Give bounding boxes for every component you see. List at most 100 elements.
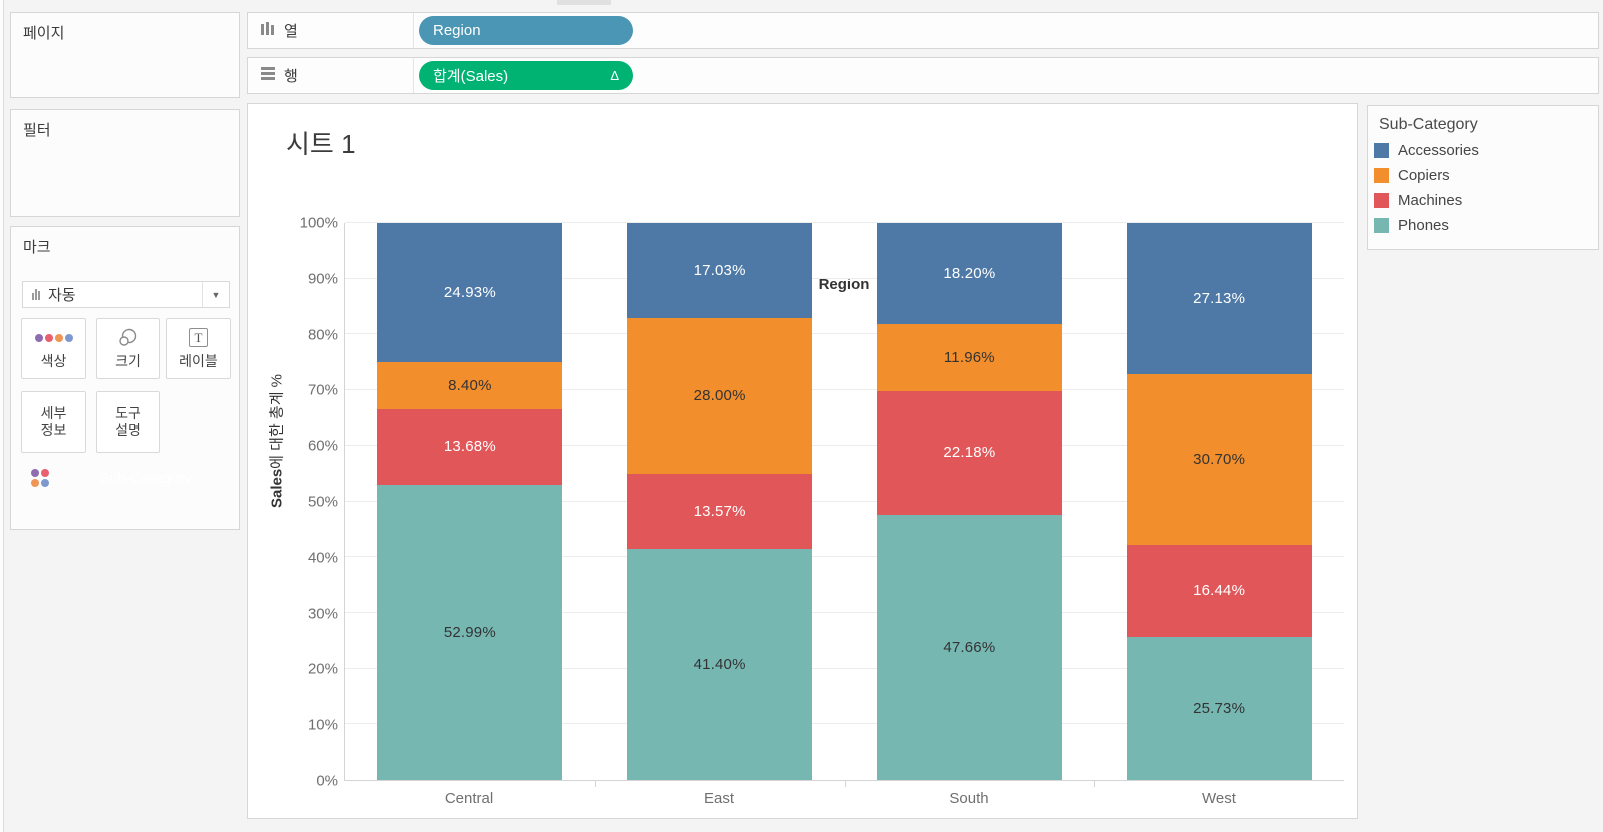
bar-segment-label: 41.40% bbox=[693, 656, 746, 674]
bar-segment-machines-central[interactable]: 13.68% bbox=[377, 408, 563, 485]
bar-segment-label: 24.93% bbox=[443, 283, 496, 301]
bar-segment-label: 16.44% bbox=[1193, 582, 1246, 600]
bar-segment-label: 52.99% bbox=[443, 623, 496, 641]
size-circles-icon bbox=[117, 328, 139, 348]
legend-swatch bbox=[1374, 168, 1389, 183]
collapsed-panel-edge bbox=[0, 0, 4, 832]
gridline bbox=[345, 723, 1344, 725]
column-field-header[interactable]: Region bbox=[818, 276, 870, 293]
color-button[interactable]: 색상 bbox=[21, 318, 86, 379]
plot-area: 52.99% 13.68% 8.40% 24.93% 41.40% 13.57% 28.00… bbox=[344, 222, 1344, 787]
tooltip-button-label: 도구 설명 bbox=[115, 405, 141, 438]
bar-segment-label: 28.00% bbox=[693, 387, 746, 405]
pages-shelf-card[interactable]: 페이지 bbox=[10, 12, 240, 98]
legend-title: Sub-Category bbox=[1379, 116, 1478, 133]
legend-item-accessories[interactable]: Accessories bbox=[1368, 138, 1598, 163]
columns-shelf[interactable]: 열 Region bbox=[247, 12, 1599, 49]
bar-segment-label: 13.57% bbox=[693, 503, 746, 521]
gridline bbox=[345, 611, 1344, 613]
legend-item-phones[interactable]: Phones bbox=[1368, 213, 1598, 238]
size-button[interactable]: 크기 bbox=[96, 318, 160, 379]
columns-icon bbox=[261, 22, 275, 39]
bar-column-west: 25.73% 16.44% 30.70% 27.13% bbox=[1094, 223, 1344, 780]
columns-shelf-label: 열 bbox=[284, 23, 298, 40]
mark-type-label: 자동 bbox=[48, 287, 76, 304]
x-axis-category-south[interactable]: South bbox=[949, 790, 989, 807]
chevron-down-icon: ▼ bbox=[202, 282, 229, 307]
pill-sum-sales-label: 합계(Sales) bbox=[433, 68, 509, 85]
detail-button[interactable]: 세부 정보 bbox=[21, 391, 86, 453]
mark-type-dropdown[interactable]: 자동 ▼ bbox=[22, 281, 230, 308]
y-axis-tick-label: 0% bbox=[316, 772, 338, 790]
y-axis-tick-label: 40% bbox=[307, 549, 338, 567]
x-axis-boundary-tick bbox=[1094, 781, 1096, 787]
marks-card: 마크 자동 ▼ 색상 크기 T 레이블 세부 정보 도구 설명 bbox=[10, 226, 240, 530]
bar-segment-phones-south[interactable]: 47.66% bbox=[876, 514, 1062, 780]
bar-column-east: 41.40% 13.57% 28.00% 17.03% bbox=[595, 223, 845, 780]
filters-card-title: 필터 bbox=[23, 122, 51, 139]
y-axis-tick-label: 100% bbox=[299, 214, 338, 232]
x-axis-category-west[interactable]: West bbox=[1202, 790, 1236, 807]
bar-segment-copiers-east[interactable]: 28.00% bbox=[627, 317, 813, 474]
bar-segment-copiers-central[interactable]: 8.40% bbox=[377, 361, 563, 409]
bar-segment-phones-east[interactable]: 41.40% bbox=[627, 549, 813, 780]
bar-segment-accessories-west[interactable]: 27.13% bbox=[1126, 223, 1312, 375]
bar-segment-label: 11.96% bbox=[943, 349, 995, 367]
pill-sum-sales[interactable]: 합계(Sales) Δ bbox=[419, 61, 633, 90]
bar-segment-accessories-central[interactable]: 24.93% bbox=[377, 223, 563, 362]
y-axis-tick-label: 50% bbox=[307, 493, 338, 511]
legend-item-machines[interactable]: Machines bbox=[1368, 188, 1598, 213]
x-axis-category-east[interactable]: East bbox=[703, 790, 734, 807]
rows-shelf-label: 행 bbox=[284, 68, 298, 85]
y-axis-tick-label: 90% bbox=[307, 270, 338, 288]
gridline bbox=[345, 444, 1344, 446]
y-axis-tick-label: 10% bbox=[307, 716, 338, 734]
label-button[interactable]: T 레이블 bbox=[166, 318, 231, 379]
y-axis-tick-label: 70% bbox=[307, 381, 338, 399]
gridline bbox=[345, 500, 1344, 502]
bar-segment-phones-west[interactable]: 25.73% bbox=[1126, 636, 1312, 780]
legend-item-label: Machines bbox=[1398, 192, 1463, 209]
text-label-icon: T bbox=[189, 328, 208, 348]
pill-region[interactable]: Region bbox=[419, 16, 633, 45]
x-axis-labels: Central East South West bbox=[344, 790, 1344, 807]
x-axis-boundary-tick bbox=[594, 781, 596, 787]
y-axis-tick-label: 80% bbox=[307, 326, 338, 344]
y-axis-ticks: 0% 10% 20% 30% 40% 50% 60% 70% 80% 90% 100% bbox=[248, 215, 338, 790]
bar-segment-label: 18.20% bbox=[943, 265, 996, 283]
bar-segment-accessories-south[interactable]: 18.20% bbox=[876, 223, 1062, 325]
gridline bbox=[345, 333, 1344, 335]
rows-shelf[interactable]: 행 합계(Sales) Δ bbox=[247, 57, 1599, 94]
bar-segment-machines-south[interactable]: 22.18% bbox=[876, 391, 1062, 515]
pages-card-title: 페이지 bbox=[23, 25, 65, 42]
legend-item-label: Phones bbox=[1398, 217, 1449, 234]
y-axis-tick-label: 20% bbox=[307, 660, 338, 678]
bar-segment-machines-west[interactable]: 16.44% bbox=[1126, 545, 1312, 637]
bar-segment-label: 13.68% bbox=[443, 438, 496, 456]
bar-segment-label: 30.70% bbox=[1193, 451, 1246, 469]
color-dots-icon bbox=[31, 469, 49, 487]
filters-shelf-card[interactable]: 필터 bbox=[10, 109, 240, 217]
marks-pill-sub-category[interactable]: Sub-Category bbox=[99, 469, 192, 487]
gridline bbox=[345, 389, 1344, 391]
bar-segment-copiers-south[interactable]: 11.96% bbox=[876, 324, 1062, 391]
bar-segment-label: 22.18% bbox=[943, 444, 996, 462]
sheet-title: 시트 1 bbox=[286, 129, 356, 159]
color-dots-icon bbox=[34, 328, 73, 348]
tooltip-button[interactable]: 도구 설명 bbox=[96, 391, 160, 453]
marks-card-title: 마크 bbox=[23, 239, 51, 256]
size-button-label: 크기 bbox=[115, 352, 141, 369]
bar-segment-phones-central[interactable]: 52.99% bbox=[377, 484, 563, 780]
bar-segment-label: 47.66% bbox=[943, 638, 996, 656]
bar-column-south: 47.66% 22.18% 11.96% 18.20% bbox=[845, 223, 1095, 780]
legend-item-copiers[interactable]: Copiers bbox=[1368, 163, 1598, 188]
bar-segment-accessories-east[interactable]: 17.03% bbox=[627, 223, 813, 318]
x-axis-category-central[interactable]: Central bbox=[444, 790, 494, 807]
bar-segment-machines-east[interactable]: 13.57% bbox=[627, 473, 813, 550]
table-calc-delta-icon: Δ bbox=[610, 68, 619, 83]
gridline bbox=[345, 277, 1344, 279]
bar-segment-copiers-west[interactable]: 30.70% bbox=[1126, 374, 1312, 546]
worksheet-view: 시트 1 Region Sales에 대한 총계 % 0% 10% 20% 30% 40… bbox=[247, 103, 1358, 819]
y-axis-tick-label: 60% bbox=[307, 437, 338, 455]
x-axis-boundary-tick bbox=[844, 781, 846, 787]
